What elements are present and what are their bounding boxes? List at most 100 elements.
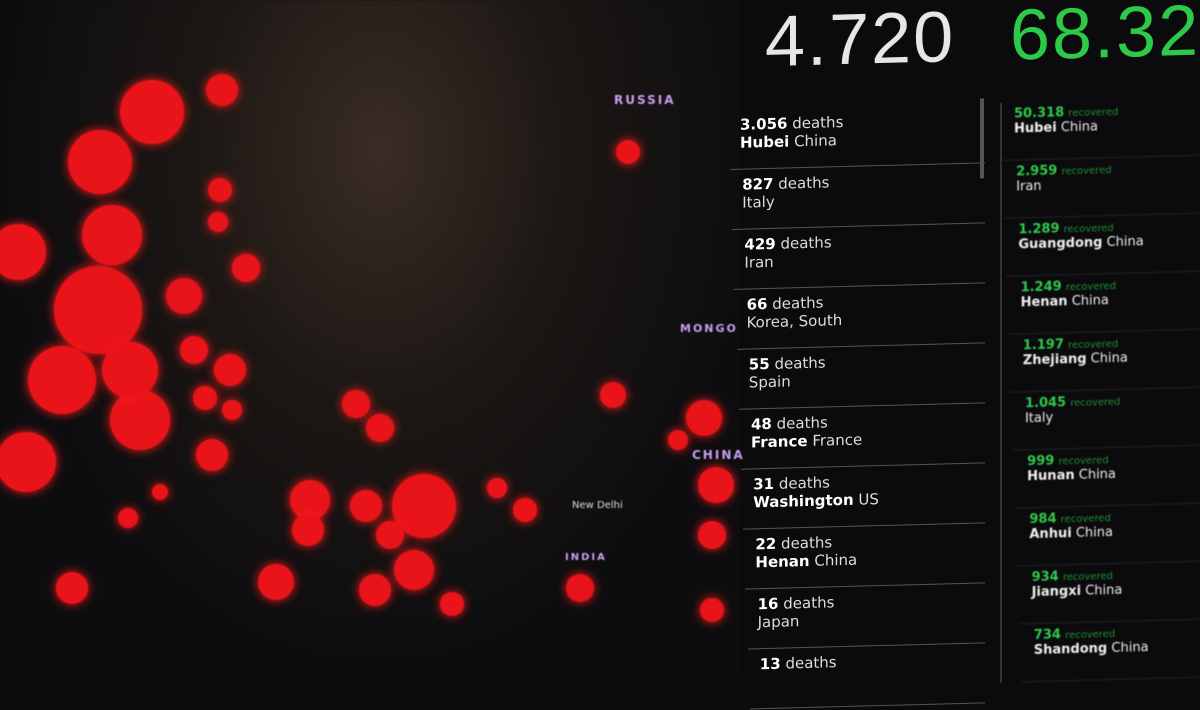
case-marker[interactable]	[54, 266, 142, 354]
case-marker[interactable]	[350, 490, 382, 522]
country: China	[1106, 234, 1144, 251]
case-marker[interactable]	[600, 382, 626, 408]
deaths-list-item[interactable]: 48 deaths France France	[741, 403, 985, 470]
case-marker[interactable]	[258, 564, 294, 600]
country: Italy	[742, 192, 775, 212]
case-marker[interactable]	[214, 354, 246, 386]
region: Zhejiang	[1022, 351, 1087, 369]
count: 1.249	[1020, 279, 1062, 296]
recovered-list-item[interactable]: 984 recovered Anhui China	[1017, 503, 1200, 567]
case-marker[interactable]	[196, 439, 228, 471]
deaths-list-item[interactable]: 66 deaths Korea, South	[736, 283, 985, 350]
case-marker[interactable]	[366, 414, 394, 442]
case-marker[interactable]	[82, 205, 142, 265]
country: China	[1060, 119, 1098, 136]
recovered-list-item[interactable]: 934 recovered Jiangxi China	[1019, 561, 1200, 625]
recovered-list-item[interactable]: 999 recovered Hunan China	[1015, 445, 1200, 509]
deaths-list-item[interactable]: 16 deaths Japan	[747, 583, 985, 650]
unit: recovered	[1061, 165, 1112, 178]
country: China	[794, 131, 837, 151]
count: 3.056	[740, 114, 788, 134]
unit: recovered	[1062, 570, 1113, 584]
count: 1.289	[1018, 221, 1060, 238]
country: US	[858, 490, 879, 509]
unit: recovered	[1065, 280, 1116, 294]
recovered-list-item[interactable]: 1.045 recovered Italy	[1013, 387, 1200, 451]
case-marker[interactable]	[0, 432, 56, 492]
case-marker[interactable]	[152, 484, 168, 500]
case-marker[interactable]	[616, 140, 640, 164]
case-marker[interactable]	[668, 430, 688, 450]
deaths-list-item[interactable]: 827 deaths Italy	[732, 163, 985, 230]
region: Hubei	[1014, 120, 1057, 137]
region: France	[751, 431, 808, 452]
country: China	[1075, 524, 1113, 541]
unit: deaths	[792, 113, 844, 133]
region: Jiangxi	[1031, 583, 1082, 601]
case-marker[interactable]	[698, 467, 734, 503]
case-marker[interactable]	[222, 400, 242, 420]
case-marker[interactable]	[0, 224, 46, 280]
case-marker[interactable]	[440, 592, 464, 616]
case-marker[interactable]	[166, 278, 202, 314]
country: Korea, South	[746, 311, 843, 332]
case-marker[interactable]	[487, 478, 507, 498]
case-marker[interactable]	[206, 74, 238, 106]
deaths-list-item[interactable]: 22 deaths Henan China	[745, 523, 985, 590]
case-marker[interactable]	[566, 574, 594, 602]
deaths-list: 3.056 deaths Hubei China 827 deaths Italy 4…	[730, 103, 985, 710]
country: China	[1078, 466, 1116, 483]
deaths-list-item[interactable]: 31 deaths Washington US	[743, 463, 985, 530]
case-marker[interactable]	[376, 521, 404, 549]
case-marker[interactable]	[208, 212, 228, 232]
count: 31	[753, 474, 775, 494]
country: Italy	[1025, 410, 1054, 427]
deaths-list-item[interactable]: 429 deaths Iran	[734, 223, 985, 290]
map-label-china: CHINA	[692, 448, 745, 462]
unit: recovered	[1060, 513, 1111, 526]
count: 50.318	[1014, 105, 1065, 122]
case-marker[interactable]	[180, 336, 208, 364]
case-marker[interactable]	[700, 598, 724, 622]
country: Spain	[748, 372, 791, 392]
unit: deaths	[776, 413, 828, 433]
case-marker[interactable]	[513, 498, 537, 522]
count: 984	[1029, 511, 1057, 528]
case-marker[interactable]	[359, 574, 391, 606]
case-marker[interactable]	[28, 346, 96, 414]
case-marker[interactable]	[193, 386, 217, 410]
case-marker[interactable]	[342, 390, 370, 418]
case-marker[interactable]	[392, 474, 456, 538]
recovered-list-item[interactable]: 1.197 recovered Zhejiang China	[1010, 329, 1200, 393]
country: China	[1111, 640, 1149, 657]
recovered-list-item[interactable]: 1.289 recovered Guangdong China	[1006, 213, 1200, 277]
case-marker[interactable]	[118, 508, 138, 528]
case-marker[interactable]	[102, 342, 158, 398]
recovered-list-item[interactable]: 2.959 recovered Iran	[1004, 155, 1200, 219]
case-marker[interactable]	[68, 130, 132, 194]
case-marker[interactable]	[56, 572, 88, 604]
recovered-list-item[interactable]: 734 recovered Shandong China	[1021, 619, 1200, 683]
case-marker[interactable]	[292, 514, 324, 546]
case-marker[interactable]	[208, 178, 232, 202]
case-marker[interactable]	[686, 400, 722, 436]
map-label-india: INDIA	[565, 552, 607, 563]
recovered-list-item[interactable]: 50.318 recovered Hubei China	[1002, 97, 1200, 161]
country: China	[1085, 582, 1123, 599]
case-marker[interactable]	[110, 390, 170, 450]
recovered-list-item[interactable]: 1.249 recovered Henan China	[1008, 271, 1200, 335]
deaths-list-item[interactable]: 3.056 deaths Hubei China	[730, 103, 985, 170]
unit: deaths	[772, 293, 824, 313]
case-marker[interactable]	[232, 254, 260, 282]
case-marker[interactable]	[290, 480, 330, 520]
country: China	[814, 550, 858, 570]
case-marker[interactable]	[394, 550, 434, 590]
count: 734	[1033, 627, 1061, 644]
case-marker[interactable]	[698, 521, 726, 549]
deaths-list-item[interactable]: 55 deaths Spain	[738, 343, 985, 410]
deaths-list-item[interactable]: 13 deaths	[749, 643, 985, 710]
case-marker[interactable]	[120, 80, 184, 144]
world-map[interactable]: RUSSIA MONGO CHINA INDIA New Delhi	[0, 0, 743, 675]
count: 429	[744, 234, 776, 254]
unit: deaths	[780, 233, 832, 253]
